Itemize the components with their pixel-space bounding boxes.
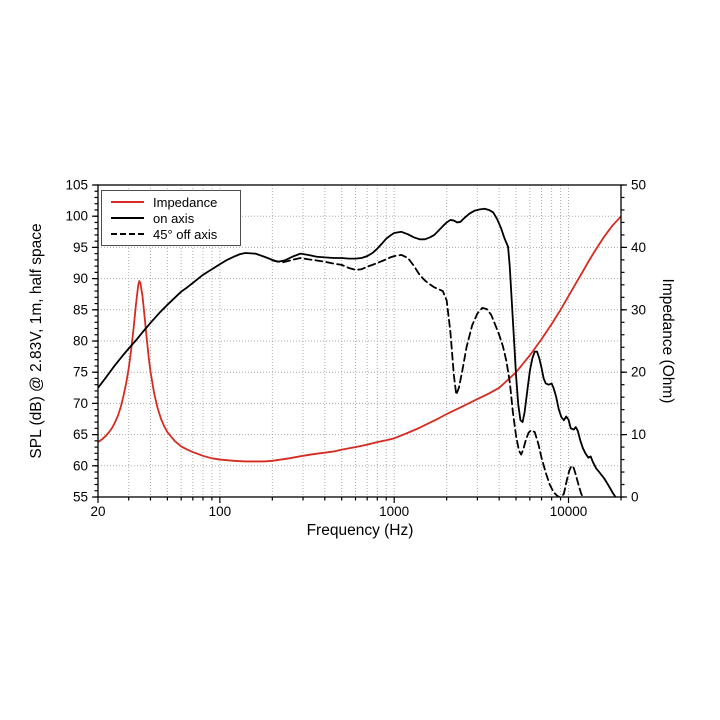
svg-text:85: 85 [73, 302, 88, 317]
svg-text:75: 75 [73, 365, 88, 380]
legend-label-impedance: Impedance [153, 194, 218, 210]
legend: Impedance on axis 45° off axis [101, 190, 241, 246]
curve-on-axis [98, 207, 617, 497]
y-left-tick-labels: 55 60 65 70 75 80 85 90 95 100 105 [65, 178, 88, 505]
curves [98, 207, 621, 497]
grid-lines [98, 185, 621, 497]
legend-item-45-off-axis: 45° off axis [102, 226, 240, 242]
legend-item-on-axis: on axis [102, 210, 240, 226]
x-axis-label: Frequency (Hz) [306, 522, 414, 539]
curve-45-off-axis [271, 253, 584, 497]
legend-label-45-off-axis: 45° off axis [153, 226, 218, 242]
svg-text:20: 20 [90, 504, 105, 519]
svg-text:55: 55 [73, 490, 88, 505]
legend-line-on-axis [111, 217, 144, 219]
legend-label-on-axis: on axis [153, 210, 195, 226]
x-axis-tick-labels: 20 100 1000 10000 [90, 504, 587, 519]
axis-ticks [92, 184, 627, 503]
svg-text:65: 65 [73, 427, 88, 442]
svg-text:105: 105 [65, 178, 88, 193]
y-right-tick-labels: 0 10 20 30 40 50 [631, 178, 646, 505]
legend-line-impedance [111, 201, 144, 203]
svg-text:40: 40 [631, 240, 646, 255]
svg-text:10000: 10000 [550, 504, 588, 519]
svg-text:95: 95 [73, 240, 88, 255]
svg-text:1000: 1000 [379, 504, 409, 519]
svg-text:30: 30 [631, 302, 646, 317]
svg-text:100: 100 [209, 504, 232, 519]
svg-text:0: 0 [631, 490, 639, 505]
legend-line-45-off-axis [111, 233, 144, 235]
svg-text:80: 80 [73, 334, 88, 349]
svg-text:70: 70 [73, 396, 88, 411]
svg-text:100: 100 [65, 209, 88, 224]
y-axis-label-impedance: Impedance (Ohm) [659, 278, 676, 404]
svg-text:60: 60 [73, 458, 88, 473]
curve-impedance [98, 215, 621, 463]
svg-text:90: 90 [73, 271, 88, 286]
svg-text:50: 50 [631, 178, 646, 193]
y-axis-label-spl: SPL (dB) @ 2.83V, 1m, half space [28, 223, 45, 459]
svg-text:20: 20 [631, 365, 646, 380]
svg-text:10: 10 [631, 427, 646, 442]
legend-item-impedance: Impedance [102, 194, 240, 210]
